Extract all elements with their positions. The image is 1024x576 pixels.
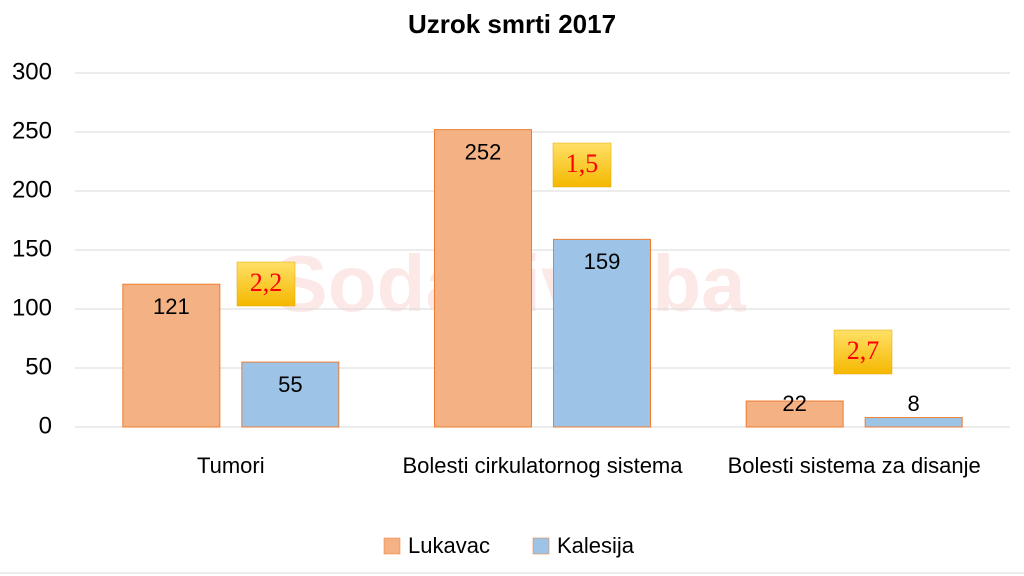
- legend-label: Lukavac: [408, 533, 490, 558]
- data-label: 22: [782, 391, 806, 416]
- annotation-box: [236, 261, 296, 307]
- data-label: 55: [278, 372, 302, 397]
- bar: [864, 417, 963, 428]
- y-tick-label: 150: [12, 235, 52, 262]
- annotation: 2,2: [250, 268, 283, 297]
- x-tick-label: Bolesti sistema za disanje: [727, 453, 981, 478]
- annotation: 1,5: [566, 149, 599, 178]
- bar: [122, 283, 221, 428]
- data-label: 121: [153, 294, 190, 319]
- bar: [241, 361, 340, 428]
- legend-label: Kalesija: [557, 533, 635, 558]
- y-tick-label: 300: [12, 58, 52, 85]
- chart-title: Uzrok smrti 2017: [408, 9, 616, 39]
- annotation: 2,7: [847, 336, 880, 365]
- data-label: 252: [465, 139, 502, 164]
- bar: [434, 129, 532, 428]
- y-tick-label: 250: [12, 117, 52, 144]
- legend-swatch: [383, 537, 401, 555]
- bar: [745, 400, 844, 428]
- y-tick-label: 200: [12, 176, 52, 203]
- annotation-box: [552, 142, 612, 188]
- y-tick-label: 100: [12, 294, 52, 321]
- bar: [553, 238, 651, 428]
- y-tick-label: 50: [25, 353, 52, 380]
- data-label: 159: [584, 249, 621, 274]
- x-tick-label: Tumori: [197, 453, 265, 478]
- x-tick-label: Bolesti cirkulatornog sistema: [402, 453, 683, 478]
- annotation-box: [833, 329, 893, 375]
- data-label: 8: [908, 391, 920, 416]
- y-tick-label: 0: [39, 412, 52, 439]
- legend-swatch: [532, 537, 550, 555]
